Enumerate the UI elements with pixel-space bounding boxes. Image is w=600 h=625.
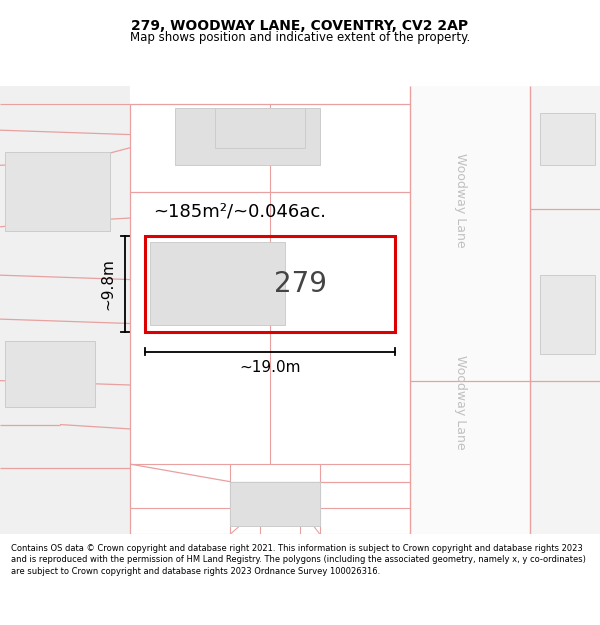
- Bar: [5, 152, 110, 231]
- Bar: [540, 275, 595, 354]
- Text: Woodway Lane: Woodway Lane: [454, 153, 467, 248]
- Bar: [215, 108, 305, 148]
- Text: Woodway Lane: Woodway Lane: [454, 355, 467, 450]
- Text: 279, WOODWAY LANE, COVENTRY, CV2 2AP: 279, WOODWAY LANE, COVENTRY, CV2 2AP: [131, 19, 469, 32]
- Bar: [5, 341, 95, 407]
- Text: Map shows position and indicative extent of the property.: Map shows position and indicative extent…: [130, 31, 470, 44]
- Text: 279: 279: [274, 270, 326, 298]
- Bar: [145, 236, 395, 332]
- Text: ~185m²/~0.046ac.: ~185m²/~0.046ac.: [154, 202, 326, 220]
- Bar: [530, 86, 600, 534]
- Bar: [540, 112, 595, 166]
- Text: ~19.0m: ~19.0m: [239, 361, 301, 376]
- Bar: [230, 482, 320, 526]
- Bar: [0, 86, 130, 534]
- Bar: [175, 108, 320, 166]
- Bar: [130, 86, 410, 534]
- Bar: [410, 86, 600, 534]
- Text: Contains OS data © Crown copyright and database right 2021. This information is : Contains OS data © Crown copyright and d…: [11, 544, 586, 576]
- Text: ~9.8m: ~9.8m: [100, 258, 115, 310]
- Bar: [150, 242, 285, 325]
